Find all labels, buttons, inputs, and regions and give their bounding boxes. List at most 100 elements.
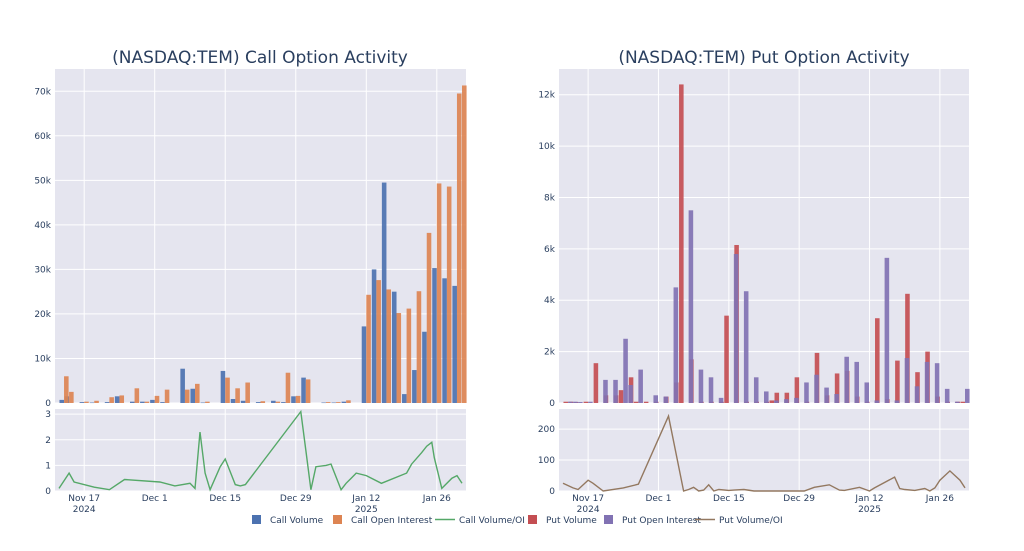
call-open-interest-bar — [462, 85, 467, 404]
call-volume-bar — [331, 402, 337, 404]
call-ratio-ytick-label: 1 — [45, 461, 51, 471]
call-volume-bar — [79, 402, 85, 403]
call-open-interest-bar — [69, 391, 74, 403]
call-bars-ytick-label: 10k — [34, 354, 51, 364]
call-ratio-ytick-label: 2 — [45, 436, 51, 446]
put-open-interest-bar — [578, 401, 583, 403]
put-open-interest-bar — [894, 400, 900, 403]
call-volume-bar — [391, 291, 397, 403]
put-open-interest-bar — [904, 358, 910, 403]
legend-label-put-oi: Put Open Interest — [622, 516, 701, 526]
put-open-interest-bar — [673, 287, 679, 403]
legend-swatch-put-volume — [528, 515, 537, 524]
put-open-interest-bar — [573, 401, 578, 403]
call-open-interest-bar — [184, 389, 190, 403]
call-open-interest-bar — [285, 372, 291, 403]
put-open-interest-bar — [954, 401, 960, 403]
call-volume-bar — [422, 331, 427, 403]
call-open-interest-bar — [154, 395, 160, 403]
call-open-interest-bar — [134, 388, 140, 403]
call-open-interest-bar — [260, 401, 266, 403]
call-volume-bar — [89, 402, 95, 404]
call-open-interest-bar — [119, 395, 125, 403]
put-bars-plot: 0 2k 4k 6k 8k 10k 12k — [538, 69, 970, 409]
put-ratio-ytick-label: 100 — [538, 456, 555, 466]
put-bars-ytick-label: 8k — [544, 193, 556, 203]
call-open-interest-bar — [376, 280, 381, 403]
call-open-interest-bar — [386, 289, 392, 403]
legend-label-call-vol-oi: Call Volume/OI — [459, 516, 525, 526]
put-open-interest-bar — [663, 396, 669, 403]
call-volume-bar — [220, 370, 226, 403]
call-xtick-label: Dec 1 — [142, 494, 168, 504]
put-open-interest-bar — [718, 397, 724, 403]
put-volume-bar — [769, 400, 775, 403]
put-open-interest-bar — [638, 369, 643, 403]
call-open-interest-bar — [305, 379, 311, 403]
put-volume-bar — [593, 363, 599, 403]
put-open-interest-bar — [628, 385, 633, 403]
put-ratio-ytick-label: 0 — [549, 487, 555, 497]
call-xtick-label: Jan 12 — [351, 494, 380, 504]
put-xtick-year-label: 2025 — [858, 505, 881, 515]
call-open-interest-bar — [195, 383, 200, 403]
put-volume-bar — [895, 360, 900, 403]
legend-swatch-put-oi — [604, 515, 613, 524]
put-volume-bar — [679, 84, 684, 404]
put-bars-ytick-label: 6k — [544, 245, 556, 255]
put-open-interest-bar — [588, 401, 593, 403]
put-volume-oi-line — [562, 413, 966, 492]
put-volume-bar — [905, 293, 910, 403]
call-bars-ytick-label: 70k — [34, 87, 51, 97]
call-open-interest-bar — [164, 389, 170, 403]
call-ratio-ytick-label: 0 — [45, 487, 51, 497]
put-chart-title: (NASDAQ:TEM) Put Option Activity — [618, 48, 909, 68]
put-open-interest-bar — [944, 388, 950, 403]
put-open-interest-bar — [864, 382, 870, 403]
call-bars-ytick-label: 20k — [34, 310, 51, 320]
call-open-interest-bar — [416, 291, 422, 403]
call-open-interest-bar — [456, 93, 462, 403]
call-open-interest-bar — [235, 388, 240, 403]
call-xtick-label: Jan 26 — [422, 494, 451, 504]
put-open-interest-bar — [965, 388, 970, 403]
put-volume-bar — [960, 401, 965, 403]
call-volume-bar — [114, 396, 120, 403]
put-volume-bar — [774, 392, 780, 403]
put-bars-ytick-label: 4k — [544, 296, 556, 306]
call-open-interest-bar — [336, 402, 341, 403]
call-volume-bar — [442, 278, 447, 403]
put-ratio-ytick-label: 200 — [538, 425, 555, 435]
put-open-interest-bar — [698, 369, 704, 403]
put-open-interest-bar — [753, 377, 759, 403]
put-volume-bar — [563, 401, 569, 403]
put-open-interest-bar — [854, 361, 860, 403]
legend-item-call-vol-oi: Call Volume/OI — [435, 516, 525, 526]
put-open-interest-bar — [914, 386, 920, 403]
call-volume-bar — [190, 388, 196, 403]
legend-item-put-oi: Put Open Interest — [604, 515, 701, 526]
put-open-interest-bar — [743, 291, 749, 403]
call-open-interest-bar — [64, 376, 69, 403]
put-open-interest-bar — [623, 338, 628, 403]
call-volume-bar — [341, 401, 347, 403]
call-open-interest-bar — [245, 382, 250, 403]
call-volume-bar — [291, 396, 296, 403]
call-volume-bar — [104, 402, 110, 403]
put-open-interest-bar — [924, 361, 930, 403]
legend-item-call-oi: Call Open Interest — [333, 515, 433, 526]
put-open-interest-bar — [568, 401, 573, 403]
call-volume-bar — [281, 402, 286, 403]
put-volume-bar — [794, 377, 800, 403]
put-volume-bar — [724, 315, 729, 403]
put-xtick-label: Dec 15 — [713, 494, 745, 504]
put-open-interest-bar — [733, 253, 739, 403]
put-open-interest-bar — [688, 210, 694, 403]
put-xtick-label: Dec 29 — [783, 494, 815, 504]
put-open-interest-bar — [824, 387, 829, 403]
put-volume-bar — [618, 390, 624, 403]
call-volume-bar — [240, 400, 246, 403]
call-xtick-label: Dec 29 — [280, 494, 312, 504]
call-xtick-year-label: 2025 — [355, 505, 378, 515]
